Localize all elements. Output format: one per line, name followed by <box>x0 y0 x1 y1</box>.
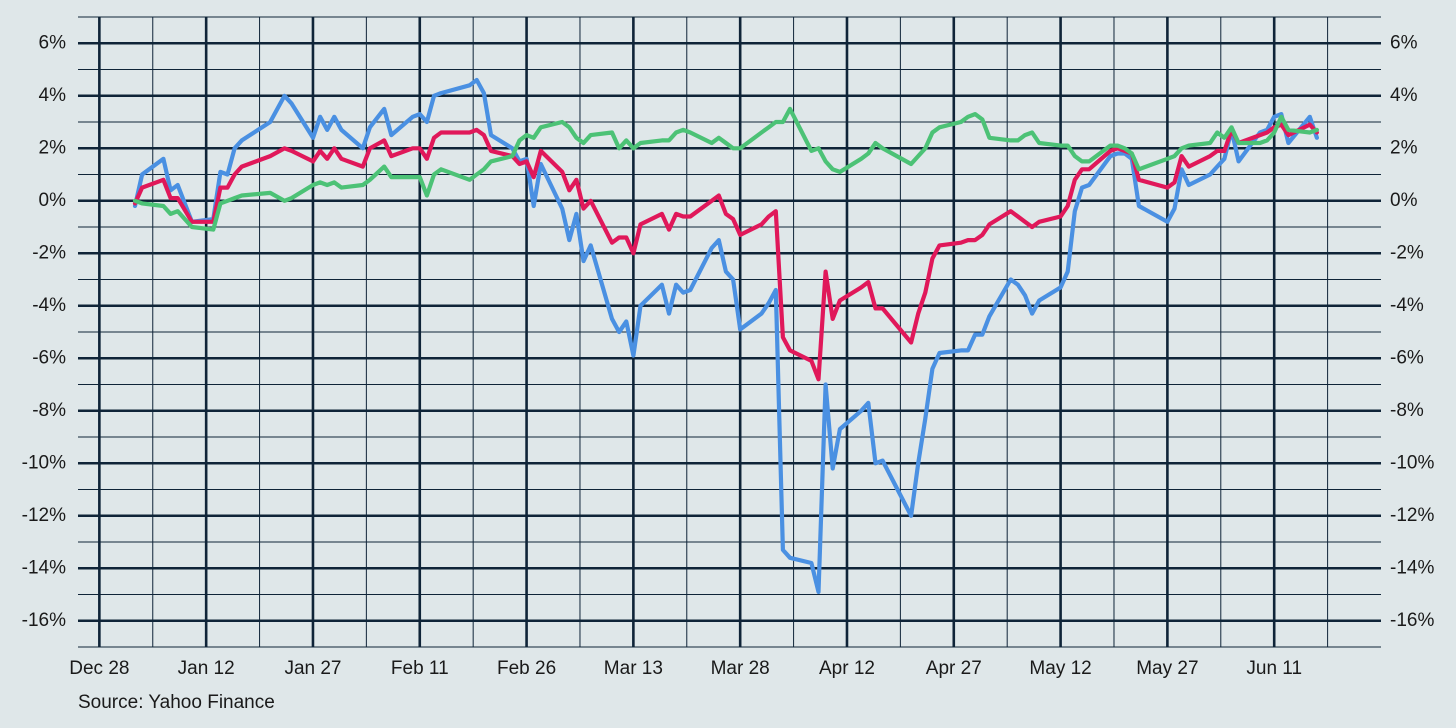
source-caption: Source: Yahoo Finance <box>78 692 275 713</box>
x-tick-label: May 12 <box>1029 658 1091 679</box>
y-tick-label-right: -6% <box>1390 347 1424 368</box>
y-tick-label: -4% <box>32 295 66 316</box>
y-tick-label: 2% <box>39 137 67 158</box>
y-tick-label: -12% <box>22 505 66 526</box>
y-tick-label-right: -8% <box>1390 400 1424 421</box>
x-tick-label: Dec 28 <box>69 658 129 679</box>
y-tick-label: -14% <box>22 557 66 578</box>
y-tick-label: -10% <box>22 452 66 473</box>
x-tick-label: Jan 27 <box>284 658 341 679</box>
series-line <box>132 106 1319 232</box>
y-tick-label: -6% <box>32 347 66 368</box>
y-tick-label: -2% <box>32 242 66 263</box>
x-tick-label: Jan 12 <box>178 658 235 679</box>
x-tick-label: Apr 27 <box>926 658 982 679</box>
y-tick-label-right: 6% <box>1390 32 1418 53</box>
x-tick-label: Feb 11 <box>391 658 449 679</box>
x-tick-label: May 27 <box>1136 658 1198 679</box>
y-tick-label: -8% <box>32 400 66 421</box>
x-tick-label: Feb 26 <box>497 658 556 679</box>
y-tick-label: -16% <box>22 610 66 631</box>
y-tick-label: 6% <box>39 32 67 53</box>
series-line <box>132 122 1319 382</box>
y-tick-label-right: 4% <box>1390 85 1418 106</box>
y-tick-label-right: -4% <box>1390 295 1424 316</box>
y-tick-label: 4% <box>39 85 67 106</box>
y-tick-label-right: -10% <box>1390 452 1434 473</box>
x-tick-label: Mar 13 <box>604 658 663 679</box>
x-tick-label: Jun 11 <box>1246 658 1302 679</box>
y-tick-label-right: 2% <box>1390 137 1418 158</box>
series-line <box>132 77 1319 594</box>
y-tick-label-right: -14% <box>1390 557 1434 578</box>
x-tick-label: Apr 12 <box>819 658 875 679</box>
y-tick-label-right: -2% <box>1390 242 1424 263</box>
y-tick-label-right: 0% <box>1390 190 1418 211</box>
y-tick-label: 0% <box>39 190 67 211</box>
y-tick-label-right: -16% <box>1390 610 1434 631</box>
y-tick-label-right: -12% <box>1390 505 1434 526</box>
x-tick-label: Mar 28 <box>711 658 770 679</box>
